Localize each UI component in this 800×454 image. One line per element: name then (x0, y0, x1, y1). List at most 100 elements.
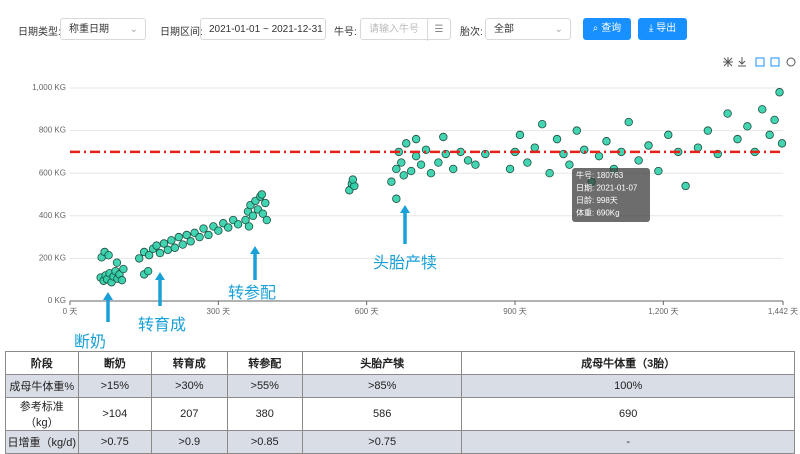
cell: 380 (226, 397, 303, 431)
point (594, 151, 604, 161)
placeholder: 请输入牛号 (369, 24, 419, 35)
point (257, 190, 267, 199)
point (471, 160, 480, 169)
header-row: 阶段 断奶 转育成 转参配 头胎产犊 成母牛体重（3胎） (5, 351, 795, 375)
point (233, 220, 243, 229)
cell: >30% (151, 374, 228, 398)
point (421, 145, 431, 154)
input[interactable]: 请输入牛号 ☰ (360, 18, 451, 41)
row: 日增重（kg/d) >0.75 >0.9 >0.85 >0.75- (5, 430, 795, 454)
label: 导出 (656, 23, 677, 34)
header-cell: 转参配 (226, 351, 303, 375)
cell: >0.75 (77, 430, 153, 454)
point (392, 194, 401, 203)
point (392, 164, 401, 174)
point (174, 232, 183, 242)
point (770, 115, 779, 125)
header-cell: 成母牛体重（3胎） (461, 351, 795, 375)
tooltip-text: 体重: 690Kg (576, 208, 620, 218)
label: 日期区间: (160, 27, 203, 38)
point (117, 275, 127, 285)
point (449, 164, 458, 174)
point (481, 149, 490, 159)
point (416, 160, 426, 169)
point (186, 237, 195, 246)
header-cell: 阶段 (5, 351, 79, 375)
point (538, 120, 547, 129)
cell: 参考标准（kg） (5, 397, 79, 431)
annotation: 转参配 (228, 284, 276, 302)
arrow-head (400, 205, 410, 213)
point (195, 232, 204, 242)
point (463, 156, 473, 165)
point (261, 198, 270, 208)
point (387, 177, 396, 186)
annotation: 断奶 (74, 333, 106, 350)
y-tick-label: 600 KG (39, 168, 66, 177)
point (681, 181, 690, 191)
y-tick-label: 800 KG (39, 126, 66, 135)
point (143, 266, 153, 276)
cell: >85% (301, 374, 463, 398)
cell: >0.75 (301, 430, 463, 454)
label: 胎次: (460, 27, 483, 38)
point (411, 134, 421, 144)
point (159, 239, 169, 248)
search-button[interactable]: ⌕ 查询 (583, 18, 631, 40)
cell: 207 (151, 397, 228, 431)
point (624, 117, 633, 127)
tooltip-box (572, 168, 650, 222)
point (654, 166, 663, 176)
cell: - (461, 430, 795, 454)
x-tick-label: 1,200 天 (648, 307, 678, 316)
point (406, 166, 416, 176)
point (241, 215, 250, 225)
point (163, 245, 173, 255)
select[interactable]: 全部 ⌄ (485, 18, 571, 40)
date-range[interactable]: 2021-01-01 ~ 2021-12-31 (200, 18, 326, 40)
cell: 日增重（kg/d) (5, 430, 79, 454)
date: 2021-01-01 (209, 24, 261, 35)
cell: 586 (301, 397, 463, 431)
point (399, 171, 408, 180)
point (530, 143, 539, 152)
header-cell: 头胎产犊 (301, 351, 463, 375)
tooltip-text: 牛号: 180763 (576, 170, 624, 180)
x-tick-label: 0 天 (63, 307, 78, 316)
point (426, 168, 436, 178)
point (244, 222, 254, 231)
select[interactable]: 称重日期 ⌄ (60, 18, 146, 40)
point (112, 258, 122, 267)
point (135, 254, 144, 263)
y-tick-label: 400 KG (39, 211, 66, 220)
point (155, 248, 165, 258)
point (580, 145, 589, 154)
point (439, 132, 448, 142)
arrow-head (250, 246, 260, 254)
point (703, 126, 713, 135)
cell: >15% (77, 374, 153, 398)
export-button[interactable]: ⤓ 导出 (638, 18, 687, 40)
point (224, 223, 233, 232)
point (104, 251, 113, 260)
cell: >55% (226, 374, 303, 398)
point (743, 122, 752, 131)
header-cell: 转育成 (151, 351, 228, 375)
cell: 成母牛体重% (5, 374, 79, 398)
point (723, 109, 732, 118)
cell: >0.85 (226, 430, 303, 454)
annotation: 头胎产犊 (373, 254, 437, 272)
point (199, 224, 208, 233)
point (144, 251, 154, 260)
point (559, 149, 568, 159)
table: 阶段 断奶 转育成 转参配 头胎产犊 成母牛体重（3胎） 成母牛体重% >15% >30% >55… (5, 351, 795, 454)
toolbox[interactable] (723, 57, 796, 67)
point (565, 160, 574, 169)
label: 查询 (601, 23, 622, 34)
point (204, 230, 213, 240)
point (644, 141, 653, 150)
page: 日期类型: 称重日期 ⌄ 日期区间: 2021-01-01 ~ 2021-12-3… (5, 18, 799, 454)
cell: >0.9 (151, 430, 228, 454)
point (258, 209, 268, 218)
tooltip-text: 日期: 2021-01-07 (576, 184, 638, 193)
